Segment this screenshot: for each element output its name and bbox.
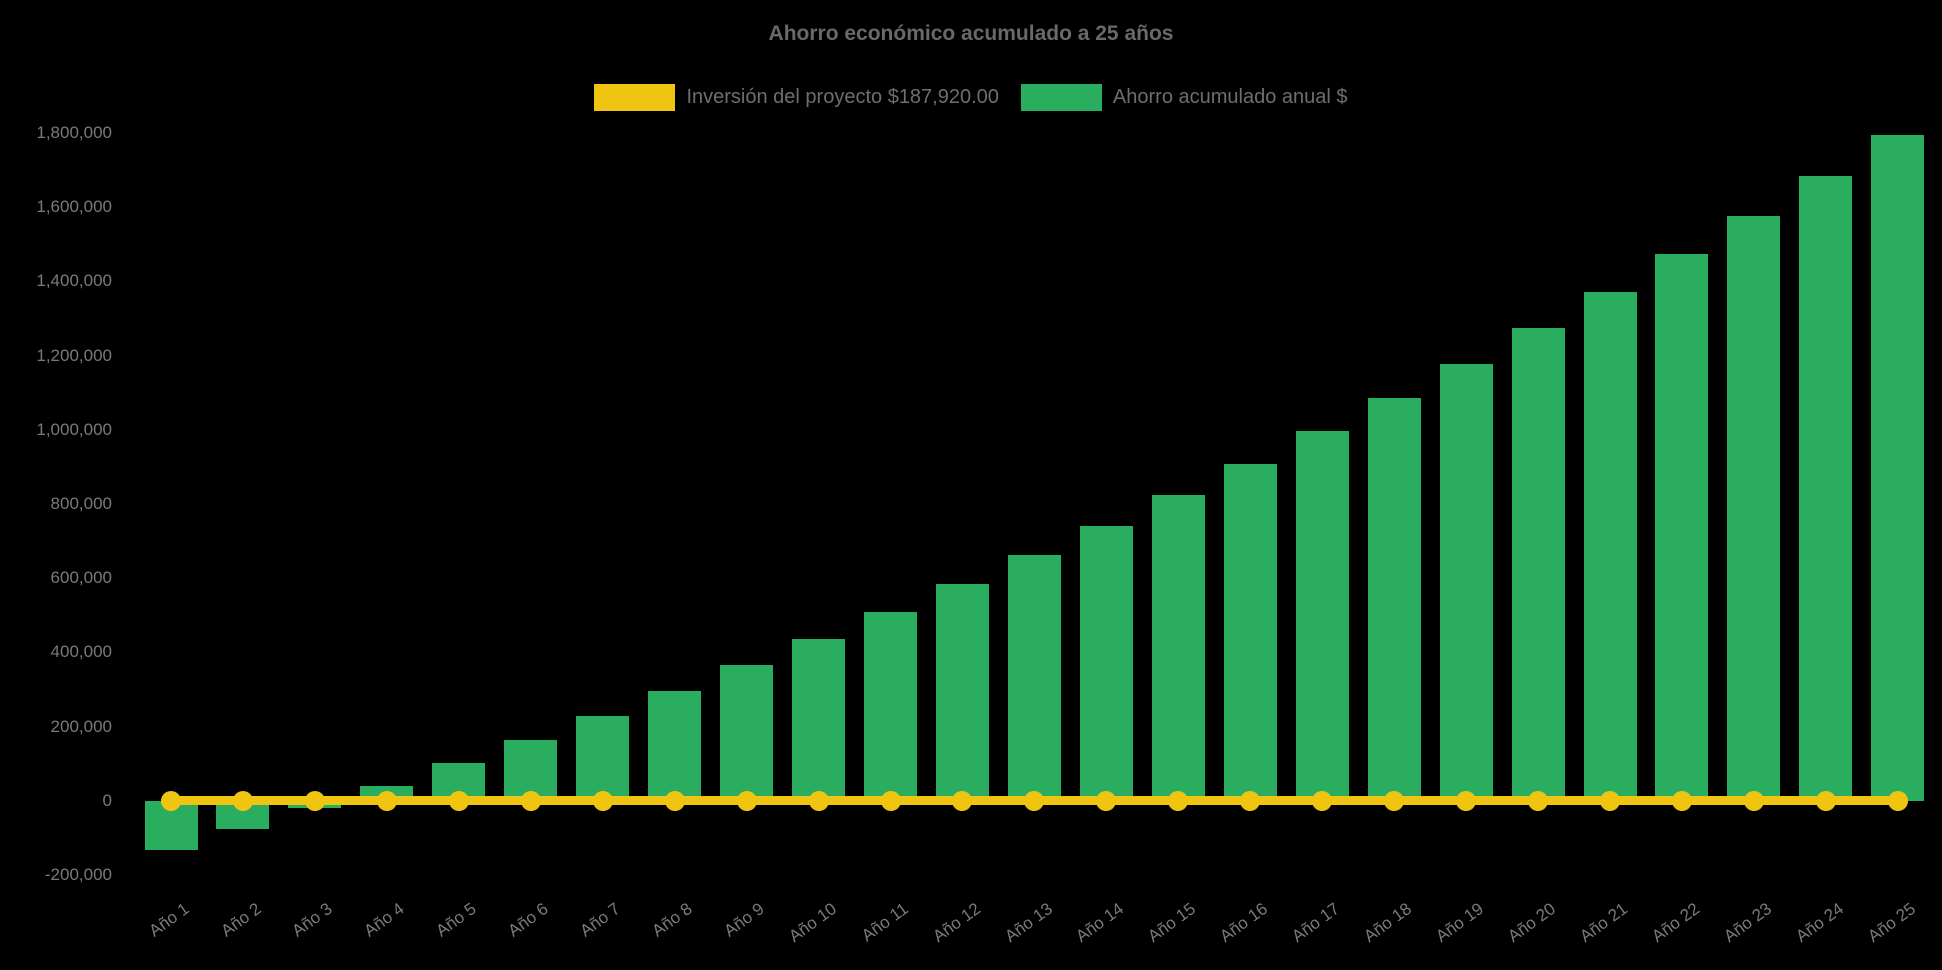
line-point xyxy=(1887,790,1908,811)
line-point xyxy=(1096,790,1117,811)
x-axis-tick-label: Año 20 xyxy=(1504,899,1560,947)
line-point xyxy=(736,790,757,811)
bar xyxy=(1799,175,1853,801)
x-axis-tick-label: Año 13 xyxy=(1000,899,1056,947)
x-axis-tick-label: Año 6 xyxy=(504,899,552,941)
y-axis-tick-label: 600,000 xyxy=(50,568,112,588)
x-axis-tick-label: Año 10 xyxy=(784,899,840,947)
bar xyxy=(1151,495,1205,801)
y-axis-tick-label: 1,800,000 xyxy=(36,123,112,142)
x-axis-tick-label: Año 17 xyxy=(1288,899,1344,947)
bar xyxy=(1511,328,1565,801)
bar xyxy=(1871,134,1925,801)
line-point xyxy=(1528,790,1549,811)
x-axis-tick-label: Año 4 xyxy=(360,899,409,941)
x-axis-tick-label: Año 18 xyxy=(1360,899,1416,947)
line-point xyxy=(1240,790,1261,811)
line-point xyxy=(1456,790,1477,811)
x-axis-tick-label: Año 16 xyxy=(1216,899,1272,947)
bar xyxy=(1295,431,1349,801)
bar xyxy=(576,715,630,801)
legend-label-savings: Ahorro acumulado anual $ xyxy=(1112,86,1348,108)
legend-item-investment[interactable]: Inversión del proyecto $187,920.00 xyxy=(594,84,999,111)
chart-legend: Inversión del proyecto $187,920.00 Ahorr… xyxy=(0,84,1942,111)
line-point xyxy=(1671,790,1692,811)
line-point xyxy=(1384,790,1405,811)
bar xyxy=(1007,555,1061,801)
line-point xyxy=(952,790,973,811)
bar xyxy=(792,639,846,801)
x-axis-tick-label: Año 15 xyxy=(1144,899,1200,947)
line-point xyxy=(1168,790,1189,811)
line-point xyxy=(1024,790,1045,811)
bar xyxy=(935,584,989,801)
line-point xyxy=(232,790,253,811)
x-axis-tick-label: Año 21 xyxy=(1576,899,1632,947)
y-axis-tick-label: 1,000,000 xyxy=(36,419,112,439)
y-axis-tick-label: 1,600,000 xyxy=(36,197,112,217)
bar xyxy=(864,611,917,801)
x-axis-tick-label: Año 2 xyxy=(217,899,265,941)
line-point xyxy=(664,790,685,811)
bar xyxy=(1655,254,1709,801)
x-axis-tick-label: Año 9 xyxy=(720,899,768,941)
bar xyxy=(1583,291,1637,801)
y-axis-tick-label: 800,000 xyxy=(50,494,112,513)
line-point xyxy=(161,790,181,811)
x-axis-tick-label: Año 7 xyxy=(576,899,624,941)
y-axis-tick-label: 1,400,000 xyxy=(36,271,112,291)
bar xyxy=(648,690,702,801)
line-point xyxy=(448,790,469,811)
line-point xyxy=(1743,790,1764,811)
line-point xyxy=(808,790,829,811)
x-axis-tick-label: Año 3 xyxy=(288,899,337,941)
line-point xyxy=(1312,790,1333,811)
y-axis-tick-label: -200,000 xyxy=(44,865,112,884)
x-axis-tick-label: Año 23 xyxy=(1720,899,1776,947)
x-axis-tick-label: Año 5 xyxy=(432,899,480,941)
bar xyxy=(504,739,558,801)
line-point xyxy=(1815,790,1836,811)
x-axis-tick-label: Año 14 xyxy=(1072,899,1128,947)
bar xyxy=(1727,215,1781,801)
line-point xyxy=(376,790,397,811)
line-point xyxy=(304,790,325,811)
legend-swatch-savings xyxy=(1020,84,1102,111)
x-axis-tick-label: Año 1 xyxy=(145,899,193,941)
y-axis-tick-label: 0 xyxy=(102,790,112,810)
x-axis-tick-label: Año 19 xyxy=(1432,899,1488,947)
y-axis-tick-label: 1,200,000 xyxy=(36,345,112,365)
x-axis-tick-label: Año 11 xyxy=(857,899,912,946)
bar xyxy=(1439,363,1493,801)
line-point xyxy=(880,790,901,811)
legend-swatch-investment xyxy=(594,84,676,111)
y-axis-tick-label: 200,000 xyxy=(50,716,112,736)
line-point xyxy=(520,790,541,811)
bar xyxy=(720,665,774,801)
x-axis-tick-label: Año 8 xyxy=(648,899,696,941)
x-axis-tick-label: Año 12 xyxy=(928,899,984,947)
line-point xyxy=(592,790,613,811)
x-axis-tick-label: Año 22 xyxy=(1648,899,1704,947)
bar xyxy=(1079,525,1133,801)
y-axis-tick-label: 400,000 xyxy=(50,642,112,662)
x-axis-tick-label: Año 24 xyxy=(1792,899,1848,947)
bar xyxy=(1367,397,1421,801)
chart-title: Ahorro económico acumulado a 25 años xyxy=(768,22,1174,45)
bar xyxy=(1223,463,1277,801)
x-axis-tick-label: Año 25 xyxy=(1864,899,1919,947)
legend-label-investment: Inversión del proyecto $187,920.00 xyxy=(686,86,999,108)
line-point xyxy=(1600,790,1620,811)
legend-item-savings[interactable]: Ahorro acumulado anual $ xyxy=(1020,84,1348,111)
